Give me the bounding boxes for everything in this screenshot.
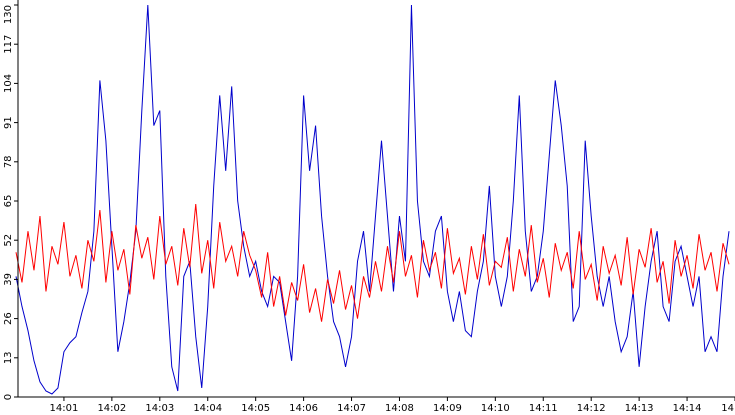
x-tick-label: 14:14 xyxy=(673,403,702,414)
x-tick-label: 14:02 xyxy=(97,403,126,414)
y-tick-label: 65 xyxy=(3,195,14,208)
y-tick-label: 104 xyxy=(3,74,14,93)
series-line xyxy=(15,203,730,322)
y-tick-label: 0 xyxy=(3,394,14,400)
x-tick-label: 14:07 xyxy=(337,403,366,414)
x-tick-label: 14:13 xyxy=(625,403,654,414)
y-tick-label: 91 xyxy=(3,116,14,129)
y-tick-label: 117 xyxy=(3,35,14,54)
x-tick-label: 14:09 xyxy=(433,403,462,414)
x-tick-label: 14:04 xyxy=(193,403,222,414)
x-tick-label: 14:12 xyxy=(577,403,606,414)
x-tick-label: 14:08 xyxy=(385,403,414,414)
x-tick-label: 14:05 xyxy=(241,403,270,414)
y-tick-label: 26 xyxy=(3,312,14,325)
y-tick-label: 52 xyxy=(3,234,14,247)
x-tick-label: 14:01 xyxy=(50,403,79,414)
y-tick-label: 13 xyxy=(3,351,14,364)
y-tick-label: 78 xyxy=(3,155,14,168)
x-tick-label: 14:03 xyxy=(145,403,174,414)
x-tick-label: 14:10 xyxy=(481,403,510,414)
x-tick-label: 14:06 xyxy=(289,403,318,414)
y-tick-label: 130 xyxy=(3,5,14,24)
x-tick-label: 14:11 xyxy=(529,403,558,414)
y-tick-label: 39 xyxy=(3,273,14,286)
x-tick-label: 14 xyxy=(721,403,734,414)
